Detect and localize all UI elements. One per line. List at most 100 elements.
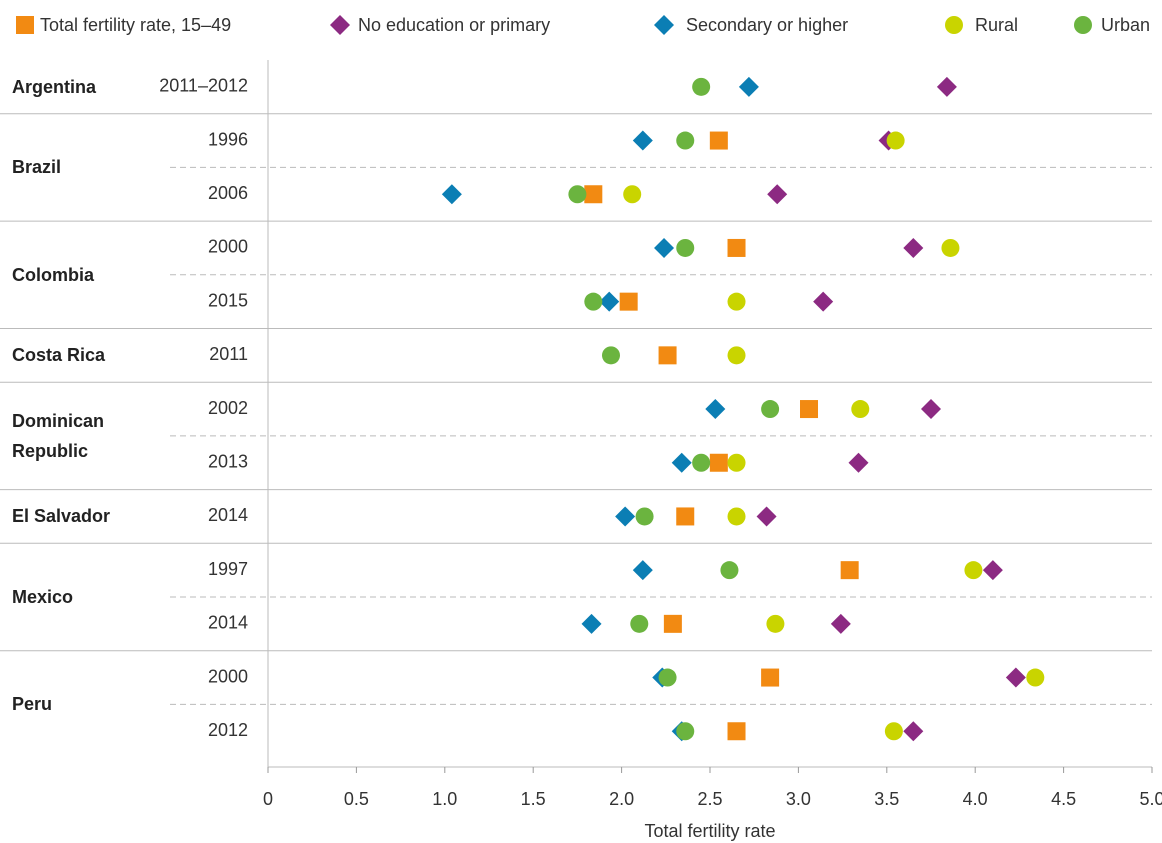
dot	[654, 237, 675, 258]
dot	[727, 453, 746, 472]
x-tick-label: 0	[263, 789, 273, 809]
dot	[840, 561, 859, 580]
dot	[632, 560, 653, 581]
x-axis-title: Total fertility rate	[644, 821, 775, 841]
year-label: 2012	[208, 720, 248, 740]
dot	[848, 452, 869, 473]
country-label: Peru	[12, 694, 53, 715]
dot	[584, 185, 603, 204]
legend-marker	[16, 16, 34, 34]
dot	[921, 399, 941, 420]
year-label: 1996	[208, 129, 248, 149]
country-label: Argentina	[12, 76, 97, 97]
dot	[761, 400, 780, 419]
country-label: Brazil	[12, 157, 62, 178]
dot	[727, 238, 746, 257]
x-tick-label: 3.0	[786, 789, 811, 809]
x-tick-label: 4.5	[1051, 789, 1076, 809]
x-tick-label: 2.0	[609, 789, 634, 809]
x-tick-label: 4.0	[963, 789, 988, 809]
dot	[615, 506, 636, 527]
dot	[720, 561, 739, 580]
legend-label: Rural	[975, 15, 1018, 35]
dot	[886, 131, 905, 150]
year-label: 2011–2012	[159, 76, 248, 96]
dot	[727, 722, 746, 741]
dot	[692, 453, 711, 472]
x-tick-label: 1.0	[432, 789, 457, 809]
dot	[727, 507, 746, 526]
legend-marker	[945, 16, 963, 34]
dot	[581, 613, 602, 634]
year-label: 2014	[208, 505, 248, 525]
legend-marker	[654, 15, 674, 35]
dot	[766, 614, 785, 633]
dot	[738, 76, 759, 97]
country-label: Dominican Republic	[12, 410, 105, 461]
legend-label: Total fertility rate, 15–49	[40, 15, 231, 35]
dot	[761, 668, 780, 687]
dot	[676, 238, 695, 257]
country-label: Costa Rica	[12, 345, 106, 366]
legend-label: Urban	[1101, 15, 1150, 35]
dot	[671, 452, 692, 473]
dot	[800, 400, 819, 419]
x-tick-label: 3.5	[874, 789, 899, 809]
year-label: 2015	[208, 290, 248, 310]
dot	[767, 184, 788, 205]
year-label: 1997	[208, 559, 248, 579]
dot	[903, 237, 924, 258]
dot	[941, 238, 960, 257]
year-label: 2013	[208, 452, 248, 472]
dot	[601, 346, 620, 365]
dot	[599, 291, 620, 312]
x-tick-label: 2.5	[697, 789, 722, 809]
x-tick-label: 5.0	[1139, 789, 1162, 809]
dot	[964, 561, 983, 580]
dot	[727, 292, 746, 311]
dot	[851, 400, 870, 419]
dot	[658, 668, 677, 687]
year-label: 2000	[208, 666, 248, 686]
dot	[903, 721, 924, 742]
year-label: 2002	[208, 398, 248, 418]
dot	[630, 614, 649, 633]
year-label: 2011	[209, 344, 248, 364]
dot	[936, 76, 957, 97]
dot	[1026, 668, 1045, 687]
year-label: 2014	[208, 613, 248, 633]
dot	[676, 722, 695, 741]
country-label: Colombia	[12, 264, 95, 285]
dot	[568, 185, 587, 204]
dot	[756, 506, 777, 527]
x-tick-label: 0.5	[344, 789, 369, 809]
dot	[982, 560, 1003, 581]
dot	[884, 722, 903, 741]
dot	[663, 614, 682, 633]
dot	[658, 346, 677, 365]
dot	[830, 613, 851, 634]
dot	[709, 453, 728, 472]
legend-marker	[330, 15, 350, 35]
dot	[619, 292, 638, 311]
dot	[676, 507, 695, 526]
country-label: Mexico	[12, 587, 74, 607]
dot	[705, 399, 726, 420]
dot	[635, 507, 654, 526]
legend-label: Secondary or higher	[686, 15, 848, 35]
dot	[441, 184, 462, 205]
dot	[813, 291, 834, 312]
dot	[623, 185, 642, 204]
dot	[632, 130, 653, 151]
dot	[709, 131, 728, 150]
x-tick-label: 1.5	[521, 789, 546, 809]
dot	[727, 346, 746, 365]
country-label: El Salvador	[12, 506, 111, 527]
year-label: 2000	[208, 237, 248, 257]
legend-label: No education or primary	[358, 15, 550, 35]
dot	[692, 77, 711, 96]
year-label: 2006	[208, 183, 248, 203]
dot	[1005, 667, 1026, 688]
